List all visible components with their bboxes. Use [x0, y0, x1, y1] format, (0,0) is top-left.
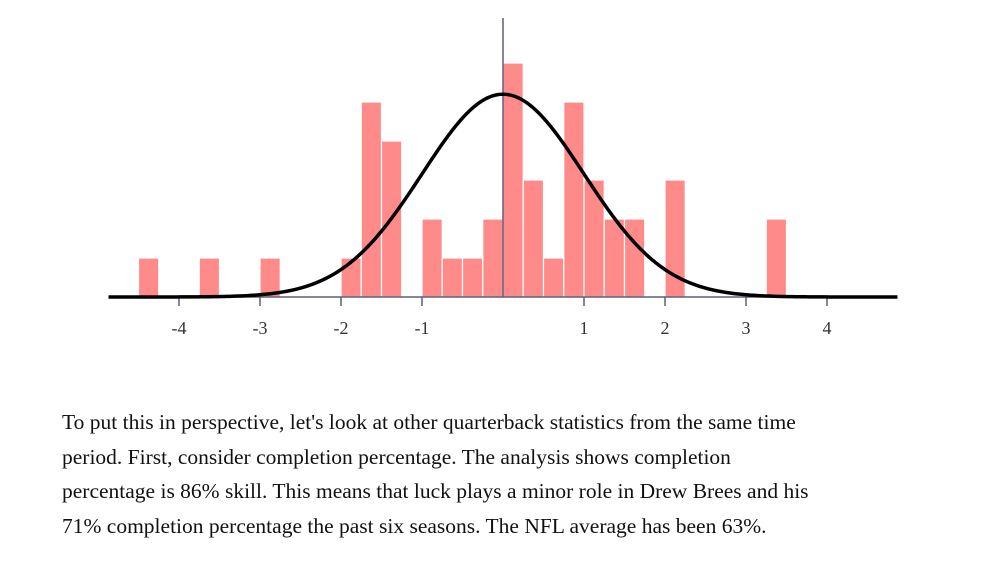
x-tick-label: -1 [415, 318, 430, 338]
histogram-bar [482, 218, 504, 298]
x-tick-label: -3 [253, 318, 268, 338]
x-tick-label: 4 [823, 318, 832, 338]
histogram-bar [603, 218, 626, 298]
histogram-bar [623, 218, 646, 298]
x-tick-label: -2 [334, 318, 349, 338]
histogram-bar [542, 257, 565, 298]
x-axis-ticks: -4 -3 -2 -1 1 2 3 4 [172, 297, 832, 338]
histogram-bar [441, 257, 464, 298]
histogram-bar [522, 179, 545, 298]
histogram-bar [461, 257, 484, 298]
paragraph-line: 71% completion percentage the past six s… [62, 513, 767, 538]
x-tick-label: 3 [742, 318, 751, 338]
paragraph-line: To put this in perspective, let's look a… [62, 410, 796, 434]
paragraph-line: percentage is 86% skill. This means that… [62, 479, 809, 503]
x-tick-label: 2 [661, 318, 670, 338]
histogram-bar [198, 257, 221, 298]
histogram-bars [137, 62, 788, 298]
histogram-bar [563, 101, 585, 298]
normal-curve [108, 92, 898, 299]
x-tick-label: 1 [580, 318, 589, 338]
histogram-bar [360, 101, 383, 298]
histogram-bar [421, 218, 443, 298]
histogram-bar [765, 218, 788, 298]
paragraph-line: period. First, consider completion perce… [62, 444, 731, 469]
x-tick-label: -4 [172, 318, 187, 338]
histogram-chart: -4 -3 -2 -1 1 2 3 4 [108, 18, 898, 338]
histogram-bar [137, 257, 160, 298]
body-paragraph: To put this in perspective, let's look a… [62, 405, 942, 543]
